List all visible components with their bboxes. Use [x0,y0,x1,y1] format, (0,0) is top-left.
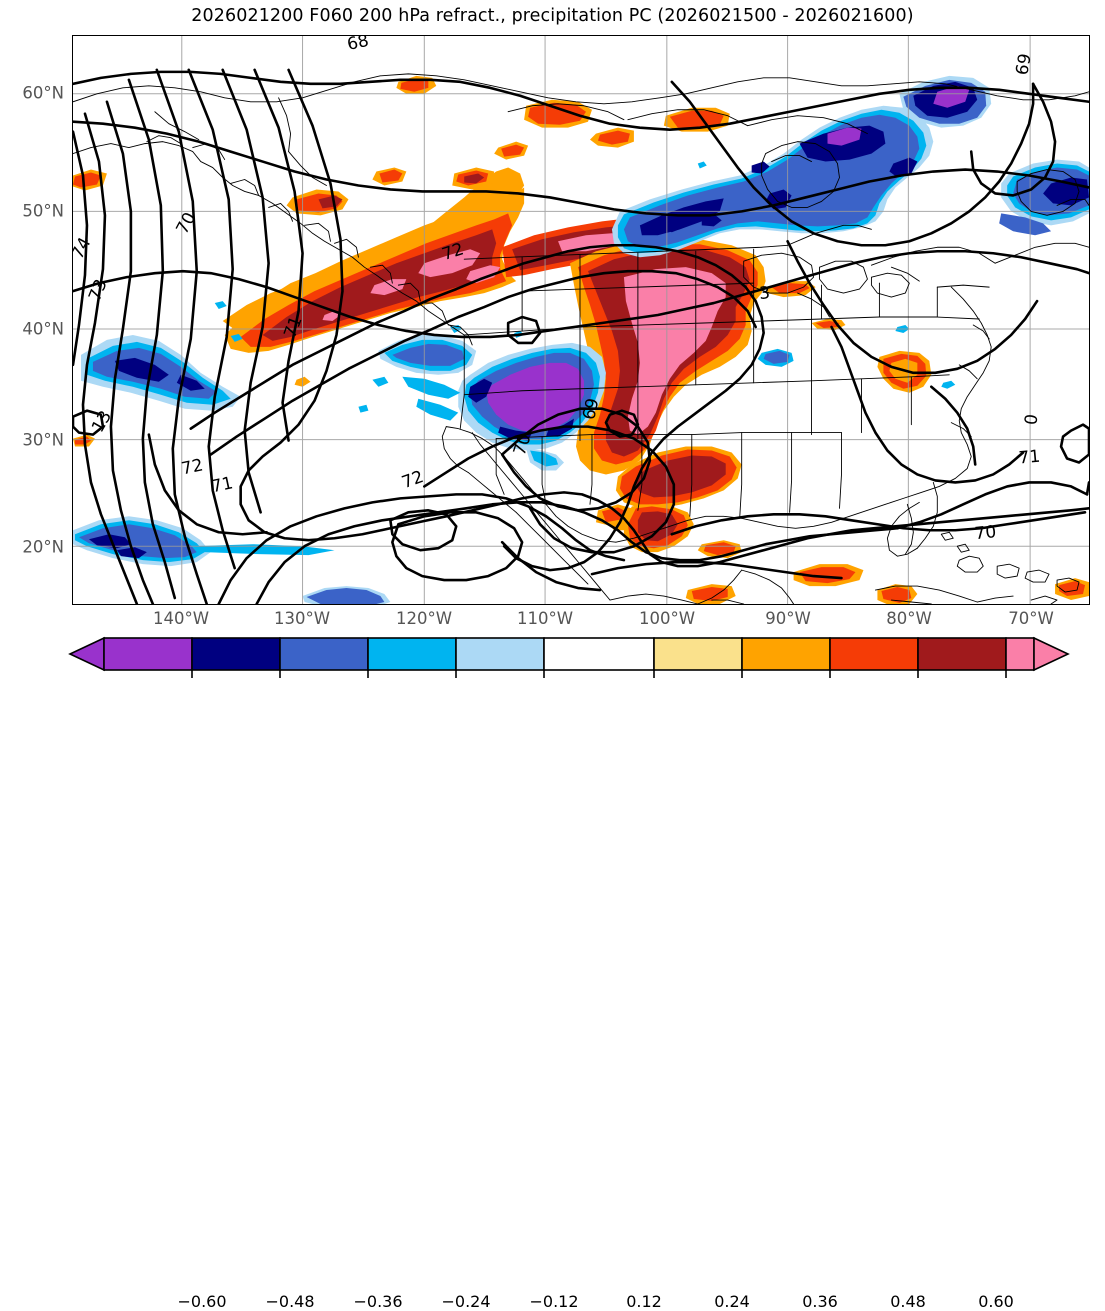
colorbar-tick-label: −0.60 [177,1292,227,1311]
y-tick-label: 60°N [22,83,64,103]
refractivity-contours [73,68,1089,604]
colorbar-bin [367,637,457,671]
x-tick-label: 80°W [886,609,932,628]
colorbar-tick-label: −0.36 [353,1292,403,1311]
x-tick-label: 90°W [765,609,811,628]
x-tick-label: 120°W [395,609,453,628]
colorbar-over-arrow [1033,636,1070,672]
colorbar-bin [455,637,545,671]
x-tick-label: 140°W [152,609,210,628]
colorbar-bin [543,637,655,671]
colorbar[interactable]: −0.60 −0.48 −0.36 −0.24 −0.12 0.12 0.24 … [0,630,1105,1311]
y-tick-label: 40°N [22,319,64,339]
map-gridlines [73,36,1089,604]
colorbar-bin [829,637,919,671]
colorbar-bin [279,637,369,671]
x-tick-label: 110°W [516,609,574,628]
page-title: 2026021200 F060 200 hPa refract., precip… [191,6,914,26]
colorbar-bin [191,637,281,671]
colorbar-tick-label: −0.12 [529,1292,579,1311]
colorbar-tick-label: 0.12 [626,1292,662,1311]
colorbar-tick-label: −0.48 [265,1292,315,1311]
colorbar-bin [103,637,193,671]
map-svg [73,36,1089,604]
x-tick-label: 130°W [273,609,331,628]
colorbar-svg[interactable] [0,630,1105,698]
x-tick-label: 100°W [638,609,696,628]
colorbar-bin [917,637,1007,671]
colorbar-tick-label: 0.60 [978,1292,1014,1311]
colorbar-tick-label: 0.48 [890,1292,926,1311]
colorbar-under-arrow [68,636,105,672]
colorbar-bin [1005,637,1035,671]
figure-root: 2026021200 F060 200 hPa refract., precip… [0,6,1105,1311]
y-tick-label: 20°N [22,537,64,557]
x-tick-label: 70°W [1008,609,1054,628]
colorbar-bin [741,637,831,671]
colorbar-tick-label: 0.36 [802,1292,838,1311]
y-tick-label: 50°N [22,201,64,221]
colorbar-tick-label: −0.24 [441,1292,491,1311]
y-tick-label: 30°N [22,430,64,450]
map-plot-area[interactable]: 68 74 73 70 13 72 71 72 71 72 69 70 3 0 … [72,35,1090,605]
colorbar-tick-label: 0.24 [714,1292,750,1311]
colorbar-bin [653,637,743,671]
